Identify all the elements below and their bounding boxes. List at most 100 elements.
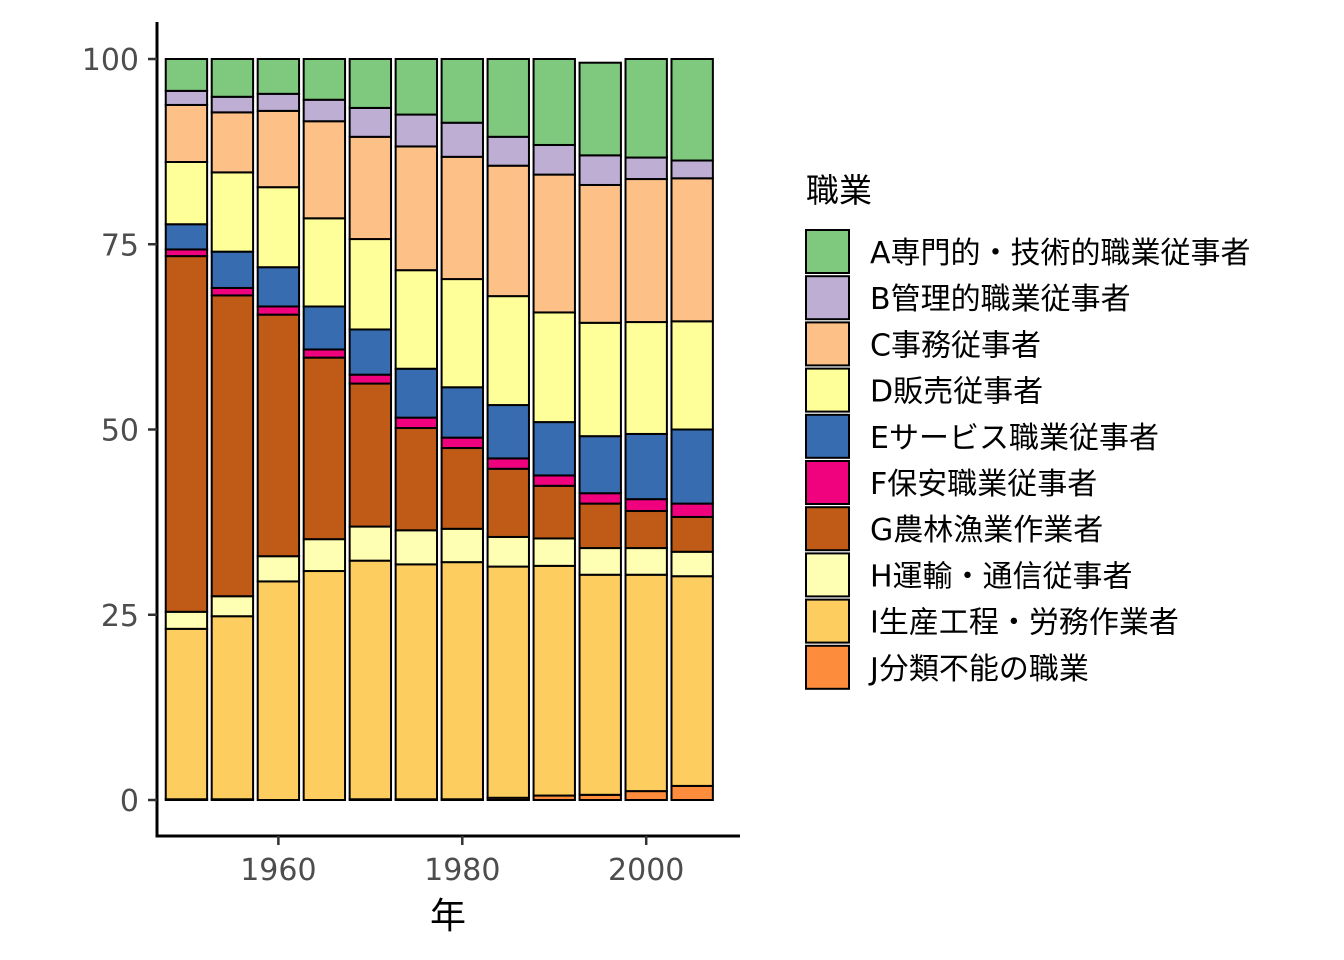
bar-segment-2000-9 <box>624 58 668 159</box>
x-tick-label-1960: 1960 <box>240 853 316 888</box>
legend-item: I生産工程・労務作業者 <box>805 598 1179 644</box>
bar-segment-1995-7 <box>578 183 622 324</box>
legend-item: B管理的職業従事者 <box>805 275 1131 321</box>
bar-segment-1965-4 <box>302 348 347 359</box>
legend-swatch <box>805 321 850 367</box>
bar-segment-2005-2 <box>670 550 714 578</box>
bar-segment-1970-6 <box>348 238 393 331</box>
bar-segment-1970-9 <box>348 58 393 109</box>
bar-segment-1985-4 <box>486 457 530 470</box>
bar-segment-2005-5 <box>670 428 714 505</box>
bar-segment-1980-9 <box>440 58 484 124</box>
legend-label: G農林漁業作業者 <box>870 513 1103 548</box>
x-tick-label-1980: 1980 <box>424 853 500 888</box>
legend-swatch <box>805 552 850 598</box>
bar-segment-1985-3 <box>486 467 530 538</box>
bar-segment-1985-8 <box>486 135 530 167</box>
bar-segment-1955-8 <box>210 95 255 114</box>
bar-segment-1965-5 <box>302 305 347 351</box>
legend-items: A専門的・技術的職業従事者 B管理的職業従事者 C事務従事者 D販売従事者 Eサービス職… <box>805 229 1251 690</box>
bar-stack-1975 <box>394 58 439 802</box>
bar-segment-1990-5 <box>532 421 576 477</box>
bar-segment-1950-4 <box>164 248 209 258</box>
bar-stack-2005 <box>670 58 714 801</box>
legend-item: D販売従事者 <box>805 367 1043 413</box>
bar-segment-1950-1 <box>164 627 209 801</box>
legend-title: 職業 <box>806 171 872 210</box>
legend-label: Eサービス職業従事者 <box>870 421 1159 456</box>
bar-segment-1955-9 <box>210 58 255 98</box>
y-tick-label-25: 25 <box>101 599 139 634</box>
bar-segment-1990-8 <box>532 143 576 176</box>
legend-item: H運輸・通信従事者 <box>805 552 1133 598</box>
bar-segment-1950-5 <box>164 223 209 251</box>
legend-item: A専門的・技術的職業従事者 <box>805 229 1251 274</box>
legend-label: H運輸・通信従事者 <box>870 559 1133 594</box>
bar-segment-2005-3 <box>670 515 714 553</box>
bar-segment-1975-5 <box>394 367 439 419</box>
bars-layer <box>164 58 714 802</box>
bar-segment-1975-3 <box>394 427 439 532</box>
bar-stack-2000 <box>624 58 668 801</box>
bar-segment-2005-6 <box>670 320 714 431</box>
legend-item: Eサービス職業従事者 <box>805 413 1159 459</box>
bar-segment-1950-8 <box>164 89 209 106</box>
bar-segment-2005-4 <box>670 502 714 518</box>
bar-segment-2005-7 <box>670 177 714 323</box>
bar-segment-1960-9 <box>256 58 301 95</box>
bar-stack-1950 <box>164 58 209 802</box>
bar-segment-1950-3 <box>164 255 209 613</box>
bar-segment-1975-8 <box>394 113 439 148</box>
bar-segment-1980-3 <box>440 447 484 530</box>
bar-segment-2000-1 <box>624 573 668 793</box>
bar-segment-1990-6 <box>532 311 576 424</box>
bar-segment-1975-9 <box>394 58 439 116</box>
x-axis-title: 年 <box>430 896 466 937</box>
legend-label: F保安職業従事者 <box>870 467 1097 502</box>
bar-segment-1970-3 <box>348 382 393 528</box>
bar-segment-2000-5 <box>624 432 668 501</box>
bar-segment-1965-3 <box>302 356 347 541</box>
bar-segment-1965-8 <box>302 98 347 123</box>
legend-label: C事務従事者 <box>870 328 1041 363</box>
bar-segment-1980-7 <box>440 155 484 281</box>
bar-segment-1985-6 <box>486 295 530 407</box>
bar-segment-1955-7 <box>210 111 255 174</box>
legend-swatch <box>805 644 850 690</box>
bar-segment-1975-7 <box>394 145 439 272</box>
bar-segment-2000-8 <box>624 156 668 181</box>
bar-segment-2000-3 <box>624 510 668 550</box>
bar-segment-1995-4 <box>578 492 622 505</box>
bar-stack-1965 <box>302 58 347 802</box>
bar-segment-1985-9 <box>486 58 530 138</box>
bar-segment-2005-9 <box>670 58 714 162</box>
legend-label: B管理的職業従事者 <box>870 282 1131 317</box>
bar-segment-1980-8 <box>440 121 484 158</box>
bar-stack-1970 <box>348 58 393 802</box>
bar-segment-2005-8 <box>670 159 714 180</box>
bar-segment-1975-4 <box>394 416 439 430</box>
bar-segment-1980-4 <box>440 436 484 450</box>
bar-segment-1955-2 <box>210 595 255 618</box>
bar-segment-1980-5 <box>440 386 484 439</box>
bar-segment-1980-2 <box>440 527 484 564</box>
bar-segment-2000-7 <box>624 178 668 324</box>
bar-segment-1980-6 <box>440 278 484 389</box>
bar-segment-1995-8 <box>578 154 622 186</box>
bar-segment-1995-6 <box>578 321 622 438</box>
legend-label: I生産工程・労務作業者 <box>870 606 1179 641</box>
legend-swatch <box>805 413 850 459</box>
legend-label: A専門的・技術的職業従事者 <box>870 236 1251 271</box>
bar-segment-1950-6 <box>164 161 209 226</box>
bar-stack-1980 <box>440 58 484 802</box>
bar-segment-1990-2 <box>532 537 576 567</box>
bar-segment-1965-2 <box>302 538 347 573</box>
bar-segment-1975-1 <box>394 563 439 801</box>
bar-segment-1970-2 <box>348 525 393 562</box>
legend-swatch <box>805 229 850 274</box>
legend-item: J分類不能の職業 <box>805 644 1089 690</box>
bar-segment-1990-7 <box>532 173 576 314</box>
bar-segment-1985-2 <box>486 535 530 568</box>
bar-stack-1995 <box>578 61 622 801</box>
bar-segment-1950-2 <box>164 610 209 630</box>
